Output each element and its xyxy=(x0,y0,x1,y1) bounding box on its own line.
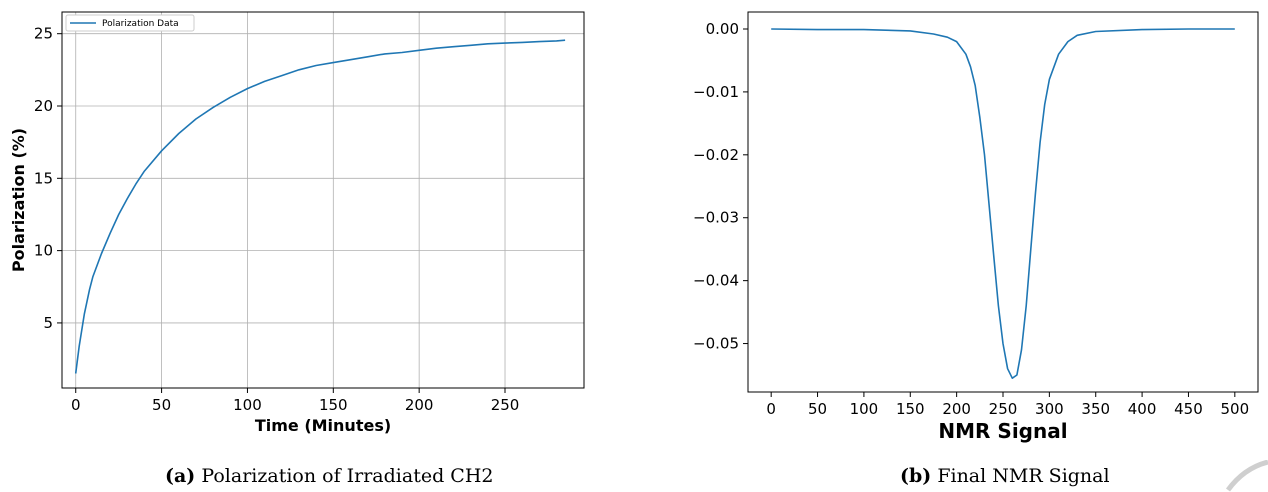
chart-a-y-ticks: 5 10 15 20 25 xyxy=(34,25,62,332)
chart-a-frame xyxy=(61,11,585,389)
legend-box xyxy=(65,14,195,32)
caption-b-tag: (b) xyxy=(900,465,932,487)
x-tick-label: 150 xyxy=(896,400,925,418)
chart-b-x-ticks: 0 50 100 150 200 250 300 350 400 450 500 xyxy=(766,392,1249,418)
corner-decoration xyxy=(1225,460,1268,492)
y-tick-label: −0.05 xyxy=(693,335,739,353)
legend-label: Polarization Data xyxy=(102,19,179,29)
series-line-0 xyxy=(74,39,566,374)
chart-a: 0 50 100 150 200 250 5 10 15 20 25 Time (Minutes)… xyxy=(9,11,585,435)
y-tick-label: 10 xyxy=(34,242,53,260)
caption-a-text: Polarization of Irradiated CH2 xyxy=(201,465,494,487)
chart-a-x-ticks: 0 50 100 150 200 250 xyxy=(71,388,519,414)
caption-b: (b) Final NMR Signal xyxy=(900,465,1110,487)
chart-a-series-line xyxy=(74,39,566,374)
caption-a: (a) Polarization of Irradiated CH2 xyxy=(165,465,493,487)
x-tick-label: 0 xyxy=(71,396,81,414)
y-tick-label: −0.04 xyxy=(693,272,739,290)
y-tick-label: −0.02 xyxy=(693,146,739,164)
x-tick-label: 500 xyxy=(1220,400,1249,418)
y-tick-label: 5 xyxy=(43,314,53,332)
x-tick-label: 250 xyxy=(989,400,1018,418)
x-tick-label: 250 xyxy=(491,396,520,414)
chart-b-frame xyxy=(747,11,1259,393)
chart-b-series-line xyxy=(771,28,1235,380)
x-tick-label: 200 xyxy=(405,396,434,414)
chart-b-y-ticks: 0.00 −0.01 −0.02 −0.03 −0.04 −0.05 xyxy=(693,20,748,353)
x-tick-label: 350 xyxy=(1081,400,1110,418)
x-tick-label: 200 xyxy=(942,400,971,418)
x-tick-label: 100 xyxy=(233,396,262,414)
x-tick-label: 100 xyxy=(850,400,879,418)
x-tick-label: 50 xyxy=(808,400,827,418)
caption-a-tag: (a) xyxy=(165,465,196,487)
y-tick-label: 0.00 xyxy=(706,20,739,38)
chart-a-grid xyxy=(62,12,584,388)
x-tick-label: 400 xyxy=(1128,400,1157,418)
x-tick-label: 0 xyxy=(766,400,776,418)
y-tick-label: 15 xyxy=(34,169,53,187)
x-tick-label: 150 xyxy=(319,396,348,414)
y-tick-label: −0.01 xyxy=(693,83,739,101)
chart-a-legend: Polarization Data xyxy=(65,14,195,32)
y-tick-label: −0.03 xyxy=(693,209,739,227)
chart-a-ylabel: Polarization (%) xyxy=(9,128,28,272)
x-tick-label: 50 xyxy=(152,396,171,414)
series-line-0 xyxy=(771,28,1235,380)
caption-b-text: Final NMR Signal xyxy=(937,465,1110,487)
chart-a-xlabel: Time (Minutes) xyxy=(255,416,391,435)
y-tick-label: 20 xyxy=(34,97,53,115)
chart-b-xlabel: NMR Signal xyxy=(938,419,1067,443)
y-tick-label: 25 xyxy=(34,25,53,43)
chart-b: 0 50 100 150 200 250 300 350 400 450 500 0.00 −0.01… xyxy=(693,11,1259,443)
x-tick-label: 450 xyxy=(1174,400,1203,418)
x-tick-label: 300 xyxy=(1035,400,1064,418)
